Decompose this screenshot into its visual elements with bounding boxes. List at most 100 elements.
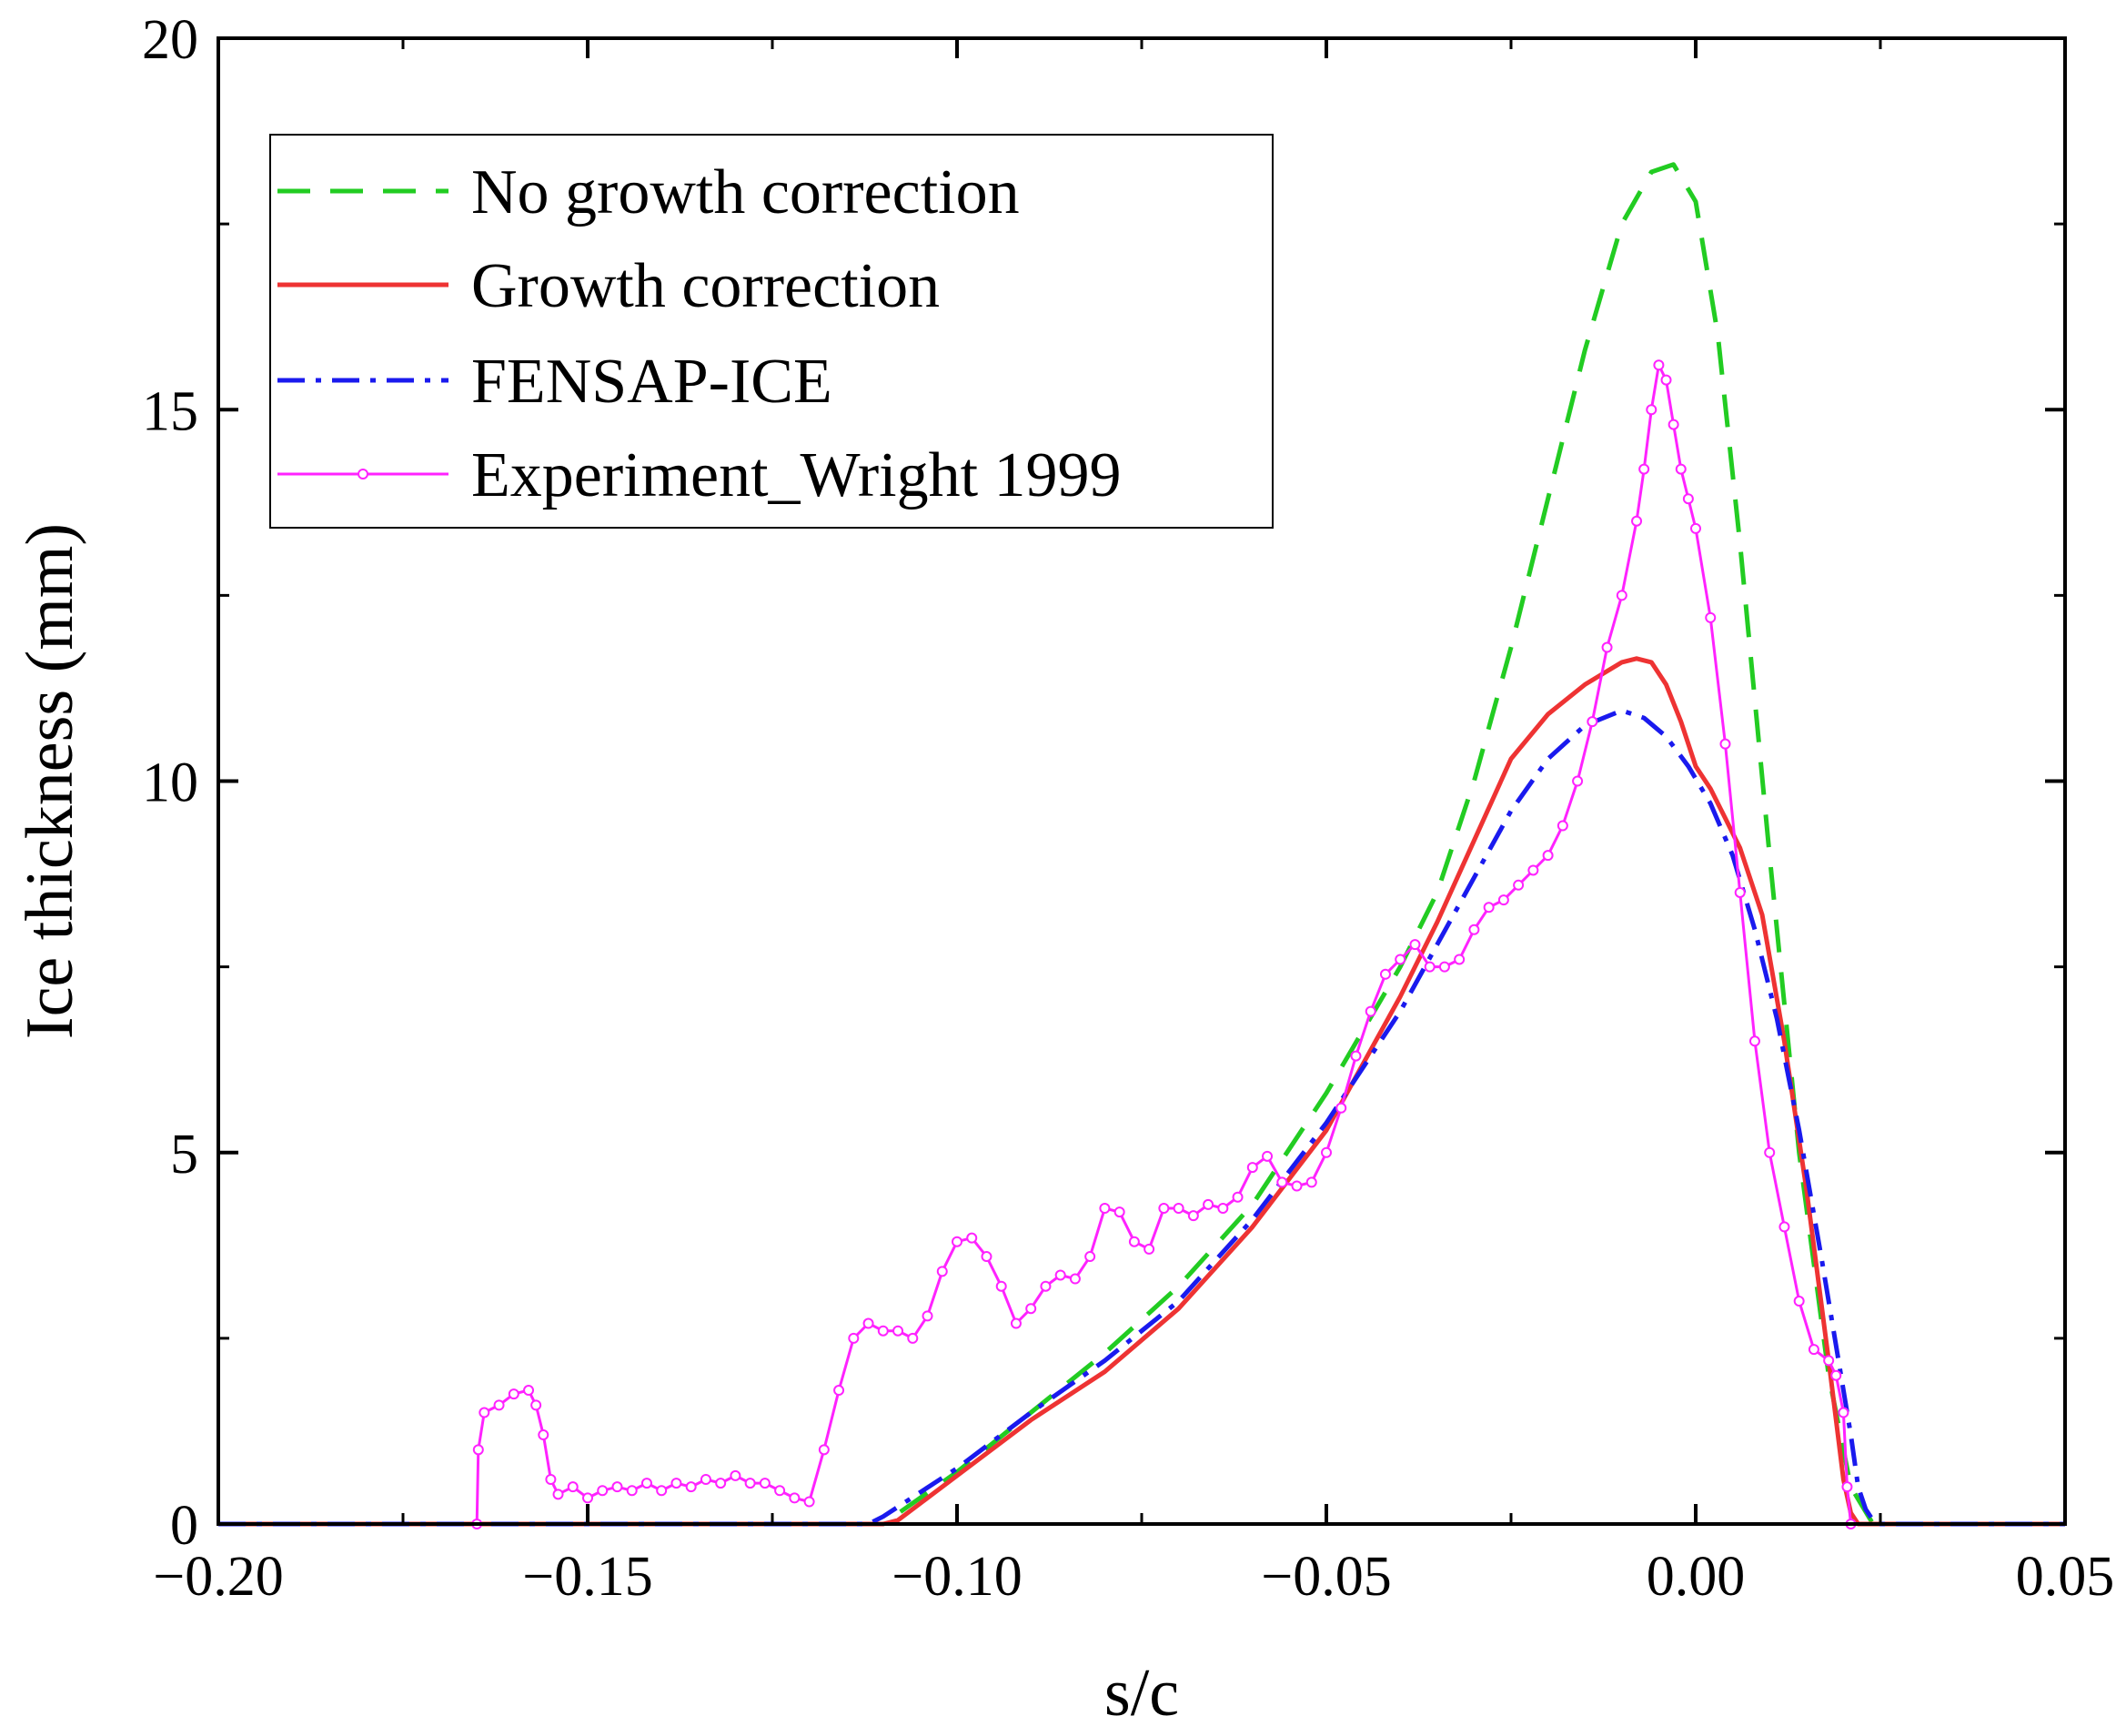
experiment-marker [1587, 716, 1598, 728]
experiment-marker [1203, 1198, 1214, 1210]
experiment-marker [545, 1474, 557, 1486]
experiment-marker [1808, 1344, 1819, 1356]
experiment-marker [1246, 1162, 1258, 1174]
experiment-marker [789, 1492, 801, 1504]
experiment-marker [1010, 1317, 1022, 1329]
experiment-marker [1054, 1269, 1066, 1281]
x-axis-title: s/c [1104, 1656, 1179, 1731]
legend-items: No growth correction Growth correction FEN… [277, 157, 1122, 510]
legend-label-3: Experiment_Wright 1999 [471, 440, 1122, 510]
experiment-marker [907, 1332, 919, 1344]
series-line-2 [218, 708, 2065, 1527]
experiment-marker [1335, 1102, 1347, 1114]
experiment-marker [744, 1478, 756, 1489]
experiment-marker [1557, 820, 1568, 832]
experiment-marker [1675, 463, 1687, 475]
experiment-marker [1778, 1221, 1790, 1233]
experiment-marker [1601, 641, 1613, 653]
experiment-marker [1823, 1355, 1835, 1367]
x-tick-label: −0.05 [1261, 1546, 1391, 1608]
experiment-marker [1454, 954, 1466, 965]
experiment-marker [1217, 1202, 1229, 1214]
legend-label-0: No growth correction [471, 157, 1020, 227]
experiment-marker [1025, 1303, 1037, 1315]
experiment-marker [493, 1399, 505, 1411]
y-tick-label: 5 [170, 1124, 198, 1186]
experiment-marker [1513, 879, 1525, 891]
experiment-marker [833, 1385, 845, 1397]
experiment-marker [1660, 374, 1672, 386]
experiment-marker [1690, 522, 1701, 534]
experiment-marker [611, 1481, 623, 1493]
experiment-marker [966, 1232, 978, 1244]
experiment-marker [1232, 1191, 1244, 1203]
experiment-marker [1379, 968, 1391, 980]
legend-box [269, 134, 1274, 529]
experiment-marker [1158, 1202, 1170, 1214]
experiment-marker [1069, 1273, 1081, 1285]
experiment-marker [1099, 1202, 1111, 1214]
experiment-marker [1830, 1369, 1842, 1381]
tick-labels: −0.20 −0.15 −0.10 −0.05 0.00 0.05 0 5 10 15 20 [142, 9, 2114, 1608]
experiment-marker [1838, 1407, 1849, 1418]
experiment-marker [1682, 493, 1694, 505]
experiment-marker [730, 1469, 741, 1481]
experiment-marker [1262, 1150, 1274, 1162]
experiment-marker [582, 1492, 593, 1504]
experiment-marker [1395, 954, 1406, 965]
series-layer [218, 162, 2065, 1529]
experiment-marker [995, 1280, 1007, 1292]
experiment-marker [1646, 404, 1657, 416]
experiment-marker [1173, 1202, 1184, 1214]
experiment-marker [952, 1236, 962, 1247]
experiment-marker [1653, 359, 1665, 371]
experiment-marker [1113, 1206, 1125, 1218]
experiment-marker [656, 1485, 668, 1497]
experiment-marker [1572, 775, 1584, 787]
experiment-marker [1128, 1236, 1140, 1247]
experiment-marker [530, 1399, 542, 1411]
experiment-marker [1734, 886, 1746, 898]
legend: No growth correction Growth correction FEN… [269, 134, 1274, 529]
experiment-marker [1424, 961, 1436, 973]
legend-marker [358, 469, 368, 479]
experiment-marker [1321, 1146, 1332, 1158]
experiment-marker [1276, 1176, 1288, 1188]
experiment-marker [1040, 1280, 1052, 1292]
experiment-marker [1638, 463, 1650, 475]
experiment-marker [1542, 850, 1554, 862]
experiment-marker [877, 1325, 889, 1337]
y-tick-label: 15 [142, 380, 198, 442]
experiment-marker [892, 1325, 904, 1337]
experiment-marker [626, 1485, 638, 1497]
experiment-marker [1468, 924, 1480, 935]
experiment-marker [508, 1388, 519, 1400]
x-tick-label: −0.20 [153, 1546, 283, 1608]
experiment-marker [1719, 738, 1731, 750]
series-line-3 [218, 363, 2065, 1526]
experiment-marker [1291, 1180, 1303, 1192]
experiment-marker [479, 1407, 490, 1418]
x-tick-label: −0.15 [522, 1546, 652, 1608]
experiment-marker [848, 1332, 860, 1344]
experiment-marker [670, 1478, 682, 1489]
experiment-marker [1527, 864, 1539, 876]
experiment-marker [922, 1310, 933, 1322]
y-tick-label: 10 [142, 752, 198, 814]
experiment-marker [1187, 1210, 1199, 1222]
experiment-marker [640, 1478, 652, 1489]
experiment-marker [1764, 1146, 1776, 1158]
experiment-marker [685, 1481, 697, 1493]
plot-frame [217, 36, 2067, 1526]
experiment-marker [472, 1444, 484, 1456]
experiment-marker [862, 1317, 874, 1329]
y-tick-label: 20 [142, 9, 198, 71]
experiment-marker [1365, 1005, 1376, 1017]
experiment-marker [700, 1474, 711, 1486]
x-tick-label: −0.10 [892, 1546, 1022, 1608]
experiment-marker [1305, 1176, 1317, 1188]
experiment-marker [1483, 902, 1495, 913]
experiment-marker [597, 1485, 609, 1497]
experiment-marker [1409, 939, 1421, 951]
